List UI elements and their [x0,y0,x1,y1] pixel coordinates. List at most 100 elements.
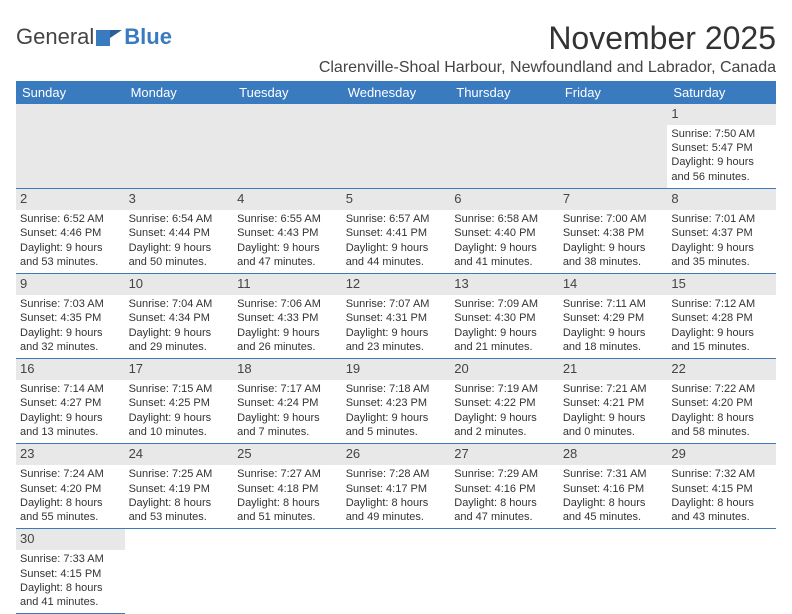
sun-time-line: Sunrise: 6:52 AM [20,212,121,226]
daylight-line: Daylight: 9 hours [671,326,772,340]
day-number: 27 [450,444,559,465]
sun-time-line: Sunrise: 7:24 AM [20,467,121,481]
calendar-cell: 17Sunrise: 7:15 AMSunset: 4:25 PMDayligh… [125,359,234,444]
daylight-line: Daylight: 9 hours [346,241,447,255]
calendar-table: SundayMondayTuesdayWednesdayThursdayFrid… [16,81,776,614]
day-number: 26 [342,444,451,465]
sun-time-line: Sunrise: 7:25 AM [129,467,230,481]
sun-time-line: Sunset: 4:19 PM [129,482,230,496]
sun-time-line: Sunset: 4:20 PM [20,482,121,496]
sun-time-line: Sunrise: 7:18 AM [346,382,447,396]
daylight-line: and 23 minutes. [346,340,447,354]
daylight-line: and 21 minutes. [454,340,555,354]
sun-time-line: Sunset: 4:24 PM [237,396,338,410]
daylight-line: Daylight: 8 hours [346,496,447,510]
daylight-line: and 38 minutes. [563,255,664,269]
day-number: 21 [559,359,668,380]
daylight-line: and 5 minutes. [346,425,447,439]
sun-time-line: Sunrise: 6:58 AM [454,212,555,226]
daylight-line: and 47 minutes. [454,510,555,524]
calendar-cell: 9Sunrise: 7:03 AMSunset: 4:35 PMDaylight… [16,274,125,359]
sun-time-line: Sunset: 4:16 PM [454,482,555,496]
sun-time-line: Sunrise: 7:29 AM [454,467,555,481]
sun-time-line: Sunrise: 7:09 AM [454,297,555,311]
daylight-line: and 43 minutes. [671,510,772,524]
daylight-line: and 50 minutes. [129,255,230,269]
daylight-line: and 7 minutes. [237,425,338,439]
sun-time-line: Sunset: 4:27 PM [20,396,121,410]
calendar-cell [233,529,342,614]
day-number: 19 [342,359,451,380]
daylight-line: Daylight: 9 hours [671,155,772,169]
sun-time-line: Sunrise: 7:06 AM [237,297,338,311]
day-number: 22 [667,359,776,380]
sun-time-line: Sunset: 4:34 PM [129,311,230,325]
sun-time-line: Sunrise: 7:31 AM [563,467,664,481]
daylight-line: and 56 minutes. [671,170,772,184]
calendar-cell [559,104,668,189]
daylight-line: Daylight: 8 hours [671,411,772,425]
sun-time-line: Sunset: 4:28 PM [671,311,772,325]
daylight-line: and 26 minutes. [237,340,338,354]
daylight-line: Daylight: 9 hours [237,326,338,340]
calendar-cell: 5Sunrise: 6:57 AMSunset: 4:41 PMDaylight… [342,189,451,274]
daylight-line: Daylight: 9 hours [129,411,230,425]
sun-time-line: Sunset: 4:16 PM [563,482,664,496]
sun-time-line: Sunrise: 7:11 AM [563,297,664,311]
month-title: November 2025 [319,20,776,57]
sun-time-line: Sunrise: 7:21 AM [563,382,664,396]
daylight-line: Daylight: 8 hours [671,496,772,510]
sun-time-line: Sunrise: 7:12 AM [671,297,772,311]
daylight-line: Daylight: 9 hours [346,326,447,340]
day-number: 28 [559,444,668,465]
sun-time-line: Sunset: 4:15 PM [20,567,121,581]
day-number: 18 [233,359,342,380]
daylight-line: Daylight: 8 hours [129,496,230,510]
sun-time-line: Sunrise: 7:03 AM [20,297,121,311]
daylight-line: and 29 minutes. [129,340,230,354]
calendar-cell: 10Sunrise: 7:04 AMSunset: 4:34 PMDayligh… [125,274,234,359]
daylight-line: Daylight: 8 hours [20,496,121,510]
location: Clarenville-Shoal Harbour, Newfoundland … [319,59,776,77]
daylight-line: and 53 minutes. [20,255,121,269]
calendar-cell: 4Sunrise: 6:55 AMSunset: 4:43 PMDaylight… [233,189,342,274]
daylight-line: and 2 minutes. [454,425,555,439]
calendar-cell: 27Sunrise: 7:29 AMSunset: 4:16 PMDayligh… [450,444,559,529]
calendar-cell: 15Sunrise: 7:12 AMSunset: 4:28 PMDayligh… [667,274,776,359]
day-number: 1 [667,104,776,125]
day-number: 17 [125,359,234,380]
daylight-line: and 0 minutes. [563,425,664,439]
calendar-cell: 1Sunrise: 7:50 AMSunset: 5:47 PMDaylight… [667,104,776,189]
day-number: 20 [450,359,559,380]
sun-time-line: Sunrise: 7:04 AM [129,297,230,311]
sun-time-line: Sunset: 5:47 PM [671,141,772,155]
sun-time-line: Sunset: 4:35 PM [20,311,121,325]
sun-time-line: Sunset: 4:37 PM [671,226,772,240]
daylight-line: and 53 minutes. [129,510,230,524]
calendar-cell: 11Sunrise: 7:06 AMSunset: 4:33 PMDayligh… [233,274,342,359]
daylight-line: and 41 minutes. [454,255,555,269]
daylight-line: Daylight: 8 hours [563,496,664,510]
daylight-line: Daylight: 9 hours [671,241,772,255]
sun-time-line: Sunrise: 6:54 AM [129,212,230,226]
daylight-line: and 49 minutes. [346,510,447,524]
day-number: 13 [450,274,559,295]
calendar-cell [450,104,559,189]
calendar-cell: 20Sunrise: 7:19 AMSunset: 4:22 PMDayligh… [450,359,559,444]
calendar-cell: 24 Sunrise: 7:25 AMSunset: 4:19 PMDayligh… [125,444,234,529]
calendar-cell: 18Sunrise: 7:17 AMSunset: 4:24 PMDayligh… [233,359,342,444]
sun-time-line: Sunset: 4:17 PM [346,482,447,496]
calendar-cell [342,529,451,614]
calendar-cell [233,104,342,189]
logo-flag-icon [96,28,122,46]
day-number: 24 [125,444,234,465]
calendar-cell [342,104,451,189]
daylight-line: and 55 minutes. [20,510,121,524]
sun-time-line: Sunset: 4:25 PM [129,396,230,410]
daylight-line: Daylight: 9 hours [454,326,555,340]
calendar-row: 2Sunrise: 6:52 AMSunset: 4:46 PMDaylight… [16,189,776,274]
day-number: 29 [667,444,776,465]
calendar-body: 1Sunrise: 7:50 AMSunset: 5:47 PMDaylight… [16,104,776,614]
calendar-cell: 22Sunrise: 7:22 AMSunset: 4:20 PMDayligh… [667,359,776,444]
calendar-cell: 25Sunrise: 7:27 AMSunset: 4:18 PMDayligh… [233,444,342,529]
